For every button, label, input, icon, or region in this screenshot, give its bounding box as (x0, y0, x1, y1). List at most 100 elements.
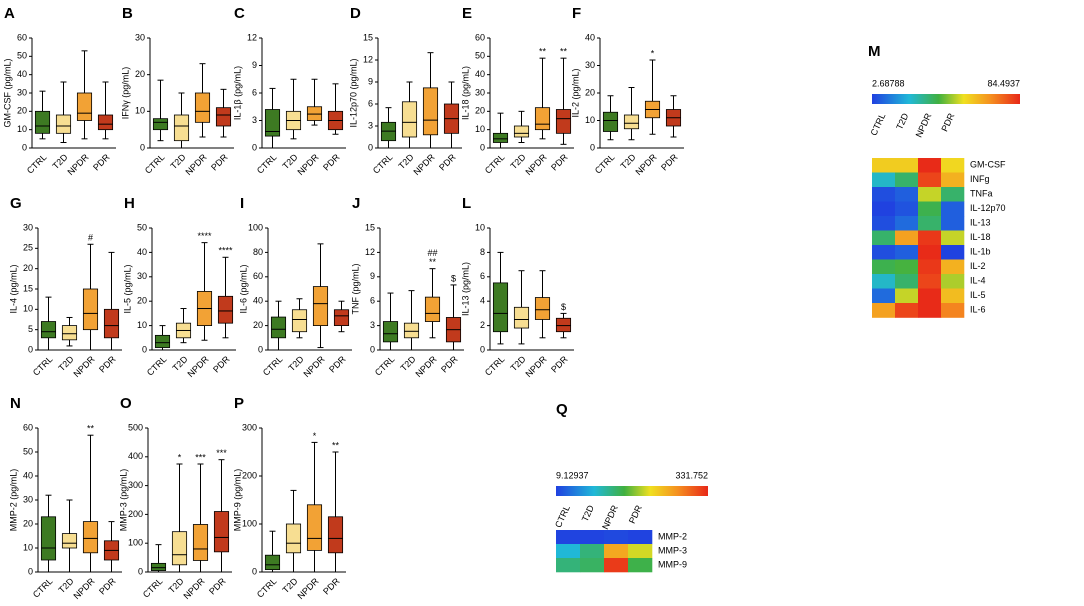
box (173, 114, 190, 142)
y-tick-label: 6 (252, 87, 257, 97)
y-axis-label: MMP-2 (pg/mL) (8, 469, 18, 532)
significance: ** (429, 257, 437, 267)
y-tick-label: 15 (23, 283, 33, 293)
y-tick-label: 9 (252, 60, 257, 70)
y-tick-label: 10 (475, 124, 485, 134)
x-tick-label: NPDR (185, 354, 210, 379)
column-label: CTRL (868, 112, 887, 138)
box (192, 524, 209, 561)
heatmap-cell (556, 544, 581, 559)
panel-letter: L (462, 195, 471, 212)
x-tick-label: PDR (321, 576, 342, 597)
heatmap-cell (941, 216, 965, 231)
heatmap-cell (604, 530, 629, 545)
row-label: IL-13 (970, 218, 991, 228)
heatmap-cell (941, 201, 965, 217)
heatmap-cell (580, 544, 605, 559)
significance: * (178, 452, 182, 462)
y-tick-label: 15 (365, 222, 375, 232)
y-tick-label: 0 (590, 142, 595, 152)
heatmap-cell (918, 288, 942, 304)
box (171, 531, 188, 566)
x-tick-label: PDR (437, 152, 458, 173)
x-tick-label: NPDR (295, 152, 320, 177)
heatmap-cell (918, 230, 942, 246)
y-tick-label: 20 (135, 69, 145, 79)
scale-min: 2.68788 (872, 78, 905, 88)
heatmap-cell (918, 187, 942, 202)
row-label: IL-5 (970, 290, 986, 300)
box (154, 334, 171, 348)
y-tick-label: 300 (242, 422, 257, 432)
y-axis-label: IL-4 (pg/mL) (8, 264, 18, 313)
box (215, 107, 232, 127)
column-label: T2D (894, 111, 910, 131)
y-tick-label: 50 (17, 51, 27, 61)
box (534, 107, 551, 131)
y-axis-label: IL-2 (pg/mL) (570, 68, 580, 117)
y-tick-label: 8 (480, 247, 485, 257)
panel-letter: J (352, 195, 360, 212)
x-tick-label: CTRL (371, 152, 395, 176)
x-tick-label: CTRL (373, 354, 397, 378)
y-tick-label: 6 (370, 296, 375, 306)
y-tick-label: 12 (247, 32, 257, 42)
x-tick-label: PDR (549, 354, 570, 375)
heatmap-cell (895, 158, 919, 173)
heatmap-cell (941, 288, 965, 304)
y-axis-label: MMP-3 (pg/mL) (118, 469, 128, 532)
panel-letter: A (4, 5, 15, 22)
x-tick-label: PDR (97, 354, 118, 375)
scale-max: 84.4937 (987, 78, 1020, 88)
x-tick-label: PDR (91, 152, 112, 173)
heatmap-cell (872, 172, 896, 188)
y-tick-label: 40 (475, 69, 485, 79)
box (291, 309, 308, 333)
y-tick-label: 0 (368, 142, 373, 152)
panel-letter: F (572, 5, 581, 22)
heatmap-cell (918, 172, 942, 188)
x-tick-label: NPDR (183, 152, 208, 177)
x-tick-label: CTRL (255, 576, 279, 600)
color-scale (872, 94, 1020, 104)
panel-letter: P (234, 395, 244, 412)
y-tick-label: 12 (365, 247, 375, 257)
y-tick-label: 10 (137, 320, 147, 330)
significance: ## (427, 248, 437, 258)
heatmap-cell (895, 274, 919, 289)
heatmap-cell (918, 259, 942, 275)
column-label: NPDR (600, 503, 620, 531)
y-axis-label: TNF (pg/mL) (350, 263, 360, 314)
x-tick-label: NPDR (181, 576, 206, 601)
significance: **** (218, 246, 233, 256)
x-tick-label: NPDR (411, 152, 436, 177)
x-tick-label: CTRL (593, 152, 617, 176)
heatmap-cell (918, 245, 942, 260)
panel-letter: H (124, 195, 135, 212)
box (264, 109, 281, 137)
y-tick-label: 0 (370, 344, 375, 354)
y-tick-label: 12 (363, 54, 373, 64)
box (422, 87, 439, 136)
box (401, 101, 418, 138)
heatmap-cell (918, 201, 942, 217)
x-tick-label: NPDR (71, 354, 96, 379)
row-label: MMP-9 (658, 559, 687, 569)
heatmap-cell (628, 558, 653, 573)
box (55, 114, 72, 134)
y-tick-label: 200 (128, 509, 143, 519)
heatmap-cell (628, 544, 653, 559)
x-tick-label: PDR (327, 354, 348, 375)
heatmap-cell (872, 230, 896, 246)
y-tick-label: 20 (17, 106, 27, 116)
heatmap-cell (941, 187, 965, 202)
box (513, 125, 530, 138)
y-tick-label: 60 (17, 32, 27, 42)
box (602, 111, 619, 132)
box (270, 316, 287, 339)
heatmap-cell (895, 303, 919, 318)
x-tick-label: NPDR (301, 354, 326, 379)
row-label: IL-1b (970, 247, 991, 257)
heatmap-cell (604, 544, 629, 559)
y-tick-label: 4 (480, 296, 485, 306)
